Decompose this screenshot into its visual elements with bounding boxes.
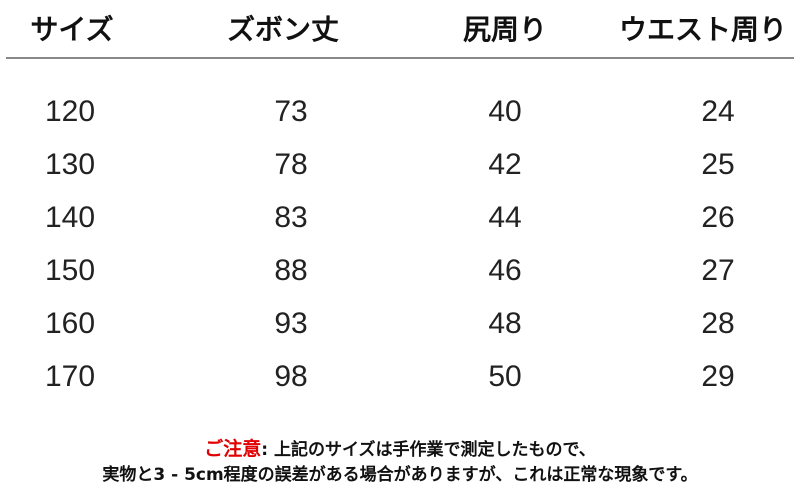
table-cell: 40 bbox=[488, 95, 522, 128]
table-cell: 150 bbox=[44, 254, 96, 287]
header-size: サイズ bbox=[30, 13, 114, 46]
note-label: ご注意 bbox=[204, 438, 262, 460]
table-cell: 93 bbox=[274, 307, 308, 340]
table-cell: 83 bbox=[274, 201, 308, 234]
note-line-2: 実物と3 - 5cm程度の誤差がある場合がありますが、これは正常な現象です。 bbox=[102, 465, 698, 485]
note-line-1: ご注意: 上記のサイズは手作業で測定したもので、 bbox=[0, 434, 800, 461]
table-cell: 26 bbox=[701, 201, 735, 234]
note-text-1: : 上記のサイズは手作業で測定したもので、 bbox=[261, 440, 596, 460]
table-cell: 160 bbox=[44, 307, 96, 340]
table-cell: 130 bbox=[44, 148, 96, 181]
header-divider bbox=[6, 57, 794, 59]
table-cell: 27 bbox=[701, 254, 735, 287]
header-pants-length: ズボン丈 bbox=[226, 13, 340, 46]
table-cell: 120 bbox=[44, 95, 96, 128]
table-cell: 44 bbox=[488, 201, 522, 234]
table-cell: 50 bbox=[488, 360, 522, 393]
table-cell: 170 bbox=[44, 360, 96, 393]
table-cell: 98 bbox=[274, 360, 308, 393]
table-cell: 46 bbox=[488, 254, 522, 287]
table-cell: 42 bbox=[488, 148, 522, 181]
header-waist: ウエスト周り bbox=[618, 13, 788, 46]
table-cell: 78 bbox=[274, 148, 308, 181]
table-cell: 24 bbox=[701, 95, 735, 128]
table-cell: 88 bbox=[274, 254, 308, 287]
table-cell: 140 bbox=[44, 201, 96, 234]
table-cell: 48 bbox=[488, 307, 522, 340]
header-hip: 尻周り bbox=[462, 13, 548, 46]
table-cell: 73 bbox=[274, 95, 308, 128]
table-cell: 25 bbox=[701, 148, 735, 181]
table-cell: 29 bbox=[701, 360, 735, 393]
table-cell: 28 bbox=[701, 307, 735, 340]
